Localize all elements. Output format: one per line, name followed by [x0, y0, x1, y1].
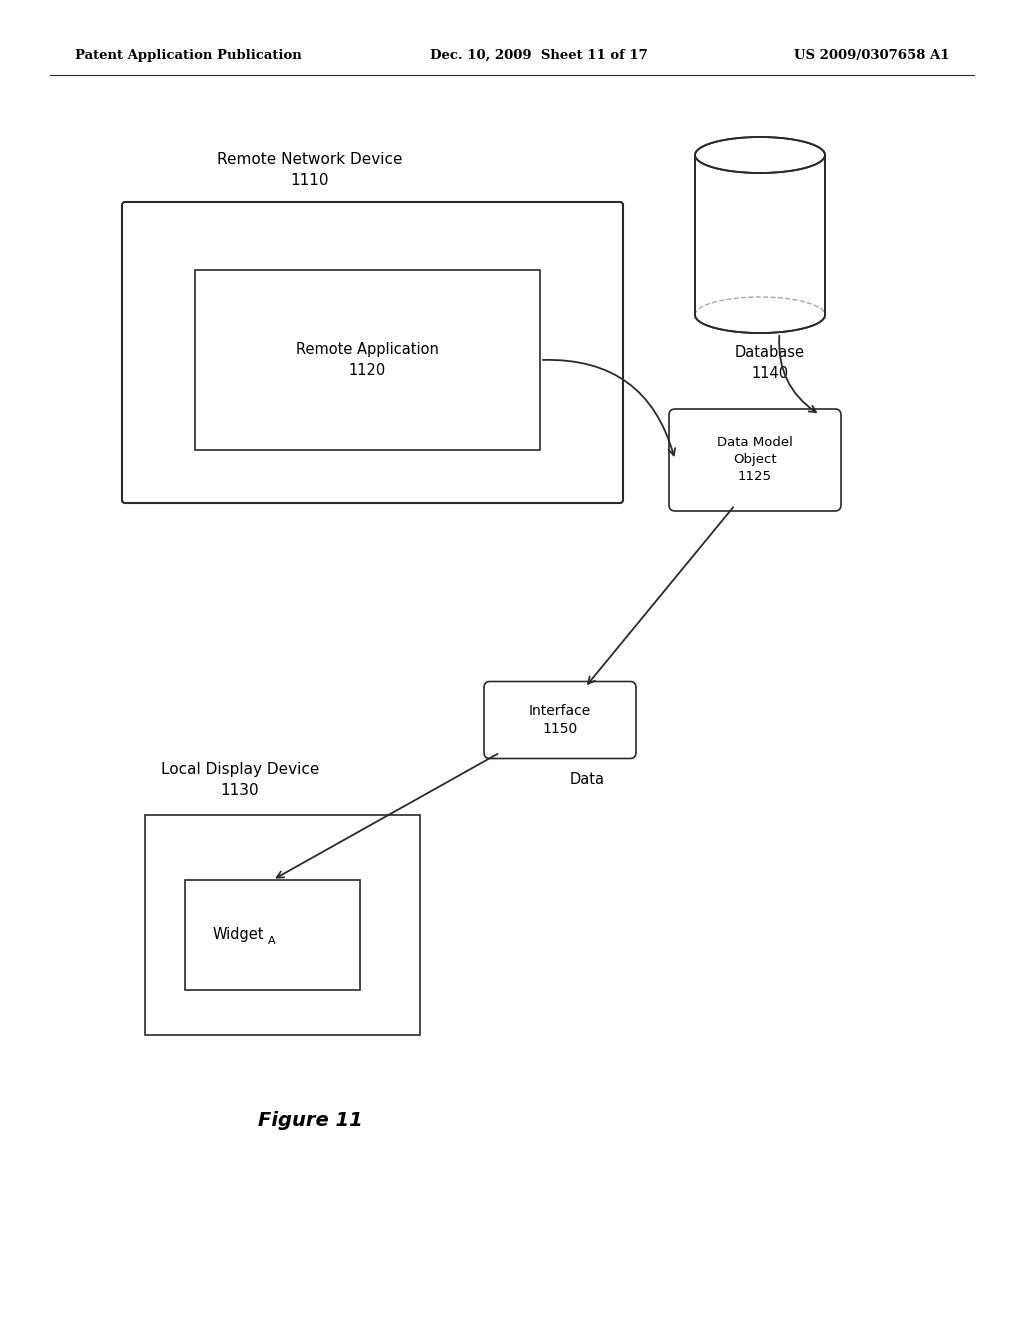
Text: Dec. 10, 2009  Sheet 11 of 17: Dec. 10, 2009 Sheet 11 of 17: [430, 49, 648, 62]
Text: Remote Network Device
1110: Remote Network Device 1110: [217, 152, 402, 187]
Text: Data Model
Object
1125: Data Model Object 1125: [717, 437, 793, 483]
Text: A: A: [267, 936, 275, 946]
FancyBboxPatch shape: [484, 681, 636, 759]
FancyBboxPatch shape: [122, 202, 623, 503]
Text: Figure 11: Figure 11: [258, 1110, 362, 1130]
Text: Database
1140: Database 1140: [735, 345, 805, 381]
Text: Remote Application
1120: Remote Application 1120: [296, 342, 439, 378]
FancyBboxPatch shape: [669, 409, 841, 511]
Text: Interface
1150: Interface 1150: [528, 704, 591, 737]
Text: US 2009/0307658 A1: US 2009/0307658 A1: [795, 49, 950, 62]
Text: Local Display Device
1130: Local Display Device 1130: [161, 762, 319, 799]
Text: Patent Application Publication: Patent Application Publication: [75, 49, 302, 62]
Text: Widget: Widget: [213, 928, 264, 942]
Text: Data: Data: [570, 772, 605, 788]
FancyBboxPatch shape: [145, 814, 420, 1035]
FancyBboxPatch shape: [195, 271, 540, 450]
Polygon shape: [695, 154, 825, 315]
FancyBboxPatch shape: [185, 880, 360, 990]
